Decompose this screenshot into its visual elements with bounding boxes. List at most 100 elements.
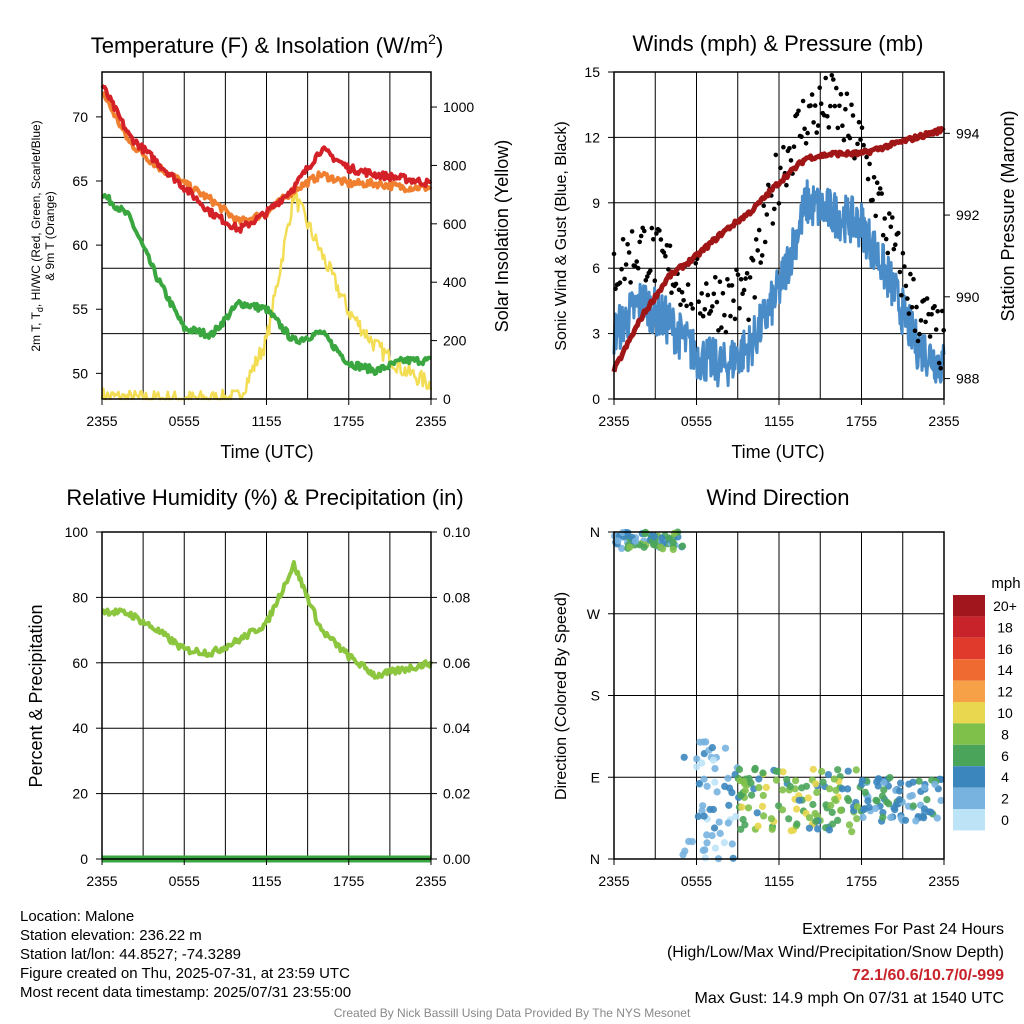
temp-panel: Temperature (F) & Insolation (W/m2) 2355… — [29, 31, 512, 462]
dir-point — [759, 769, 767, 777]
wind-gust-point — [818, 101, 824, 106]
wind-gust-point — [823, 75, 828, 81]
wind-gust-point — [761, 203, 766, 208]
dir-point — [895, 796, 904, 804]
wind-gust-point — [917, 331, 922, 337]
wind-gust-point — [828, 103, 833, 109]
legend-label: 6 — [1001, 748, 1009, 764]
wind-gust-point — [681, 298, 686, 303]
wind-gust-point — [738, 277, 744, 282]
wind-gust-point — [758, 260, 763, 265]
wind-xlabel: Time (UTC) — [731, 442, 824, 462]
dir-point — [901, 816, 910, 824]
wind-gust-point — [628, 280, 633, 285]
wind-gust-point — [673, 281, 679, 287]
dir-point — [711, 778, 719, 786]
dir-point — [738, 803, 746, 811]
rh-ytick-right-label: 0.08 — [443, 589, 470, 605]
legend-label: 14 — [997, 662, 1013, 678]
temp-axes: 2355 0555 1155 1755 2355 50 55 60 65 70 0 200 400 600… — [72, 99, 474, 429]
wind-gust-point — [764, 212, 770, 217]
dir-point — [883, 798, 891, 806]
temp-ytick-right-label: 0 — [443, 391, 451, 407]
wind-gust-point — [778, 165, 783, 171]
dir-point — [724, 819, 732, 827]
wind-gust-point — [737, 306, 742, 311]
wind-gust-point — [654, 231, 659, 236]
dir-point — [713, 788, 721, 796]
wind-gust-point — [914, 304, 919, 310]
wind-gust-point — [666, 267, 671, 272]
wind-gust-point — [772, 206, 777, 212]
wind-gust-point — [620, 237, 626, 242]
wind-gust-point — [746, 317, 751, 323]
wind-gust-point — [935, 309, 940, 314]
wind-gust-point — [657, 228, 662, 233]
dir-point — [650, 533, 659, 541]
temp-ylabel-left-line2: & 9m T (Orange) — [43, 191, 57, 281]
temp-ytick-right-label: 200 — [443, 333, 467, 349]
dir-point — [755, 784, 763, 792]
wind-gust-point — [645, 274, 650, 279]
dir-point — [741, 786, 749, 795]
dir-point — [732, 812, 740, 821]
wind-gust-point — [924, 296, 930, 301]
rh-xtick-label: 1155 — [251, 873, 281, 889]
wind-ytick-right-label: 990 — [956, 289, 980, 305]
dir-point — [853, 803, 862, 811]
temp-series-2-line — [101, 193, 432, 376]
dir-point — [827, 801, 835, 810]
wind-gust-point — [859, 125, 865, 130]
dir-point — [670, 529, 679, 538]
wind-gust-point — [802, 126, 807, 132]
wind-gust-point — [773, 152, 779, 158]
wind-gust-point — [911, 276, 916, 282]
wind-gust-point — [669, 290, 674, 296]
wind-gust-point — [648, 268, 653, 274]
wind-gust-point — [629, 229, 635, 234]
wind-gust-point — [637, 239, 642, 245]
dir-point — [909, 802, 917, 810]
legend-label: 20+ — [993, 598, 1017, 614]
dir-point — [813, 788, 821, 797]
wind-gust-point — [831, 77, 836, 82]
dir-point — [703, 839, 711, 847]
dir-point — [728, 789, 736, 797]
dir-point — [931, 780, 939, 788]
dir-point — [709, 805, 718, 814]
dir-point — [754, 822, 762, 830]
wind-gust-point — [634, 259, 639, 264]
wind-gust-point — [684, 303, 689, 309]
legend-swatch — [953, 659, 985, 681]
dir-point — [760, 812, 768, 820]
wind-gust-point — [728, 313, 733, 319]
wind-gust-point — [865, 176, 871, 182]
wind-gust-point — [693, 261, 698, 266]
wind-gust-point — [815, 123, 821, 128]
temp-grid — [102, 72, 431, 399]
wind-gust-point — [879, 191, 884, 196]
wind-gust-point — [678, 302, 683, 308]
wind-gust-point — [829, 73, 835, 78]
wind-gust-point — [741, 287, 747, 293]
dir-point — [694, 812, 702, 821]
dir-point — [785, 815, 793, 823]
wind-gust-point — [697, 311, 703, 316]
extremes-subheading: (High/Low/Max Wind/Precipitation/Snow De… — [666, 944, 1004, 961]
rh-title: Relative Humidity (%) & Precipitation (i… — [66, 485, 463, 510]
wind-gust-point — [651, 237, 656, 242]
wind-ytick-right-label: 988 — [956, 371, 980, 387]
wind-ylabel-left: Sonic Wind & Gust (Blue, Black) — [553, 121, 570, 350]
dir-point — [828, 808, 836, 817]
temp-title: Temperature (F) & Insolation (W/m2) — [91, 31, 444, 58]
dir-ytick-left-label: N — [590, 851, 600, 867]
dir-series — [611, 528, 945, 863]
wind-gust-point — [734, 267, 739, 273]
temp-series-0-line — [100, 84, 433, 234]
dir-point — [721, 782, 729, 791]
recent-text: Most recent data timestamp: 2025/07/31 2… — [20, 984, 352, 1001]
dir-point — [824, 771, 833, 779]
dir-point — [834, 766, 842, 774]
wind-gust-point — [649, 225, 655, 231]
wind-gust-point — [766, 182, 771, 188]
